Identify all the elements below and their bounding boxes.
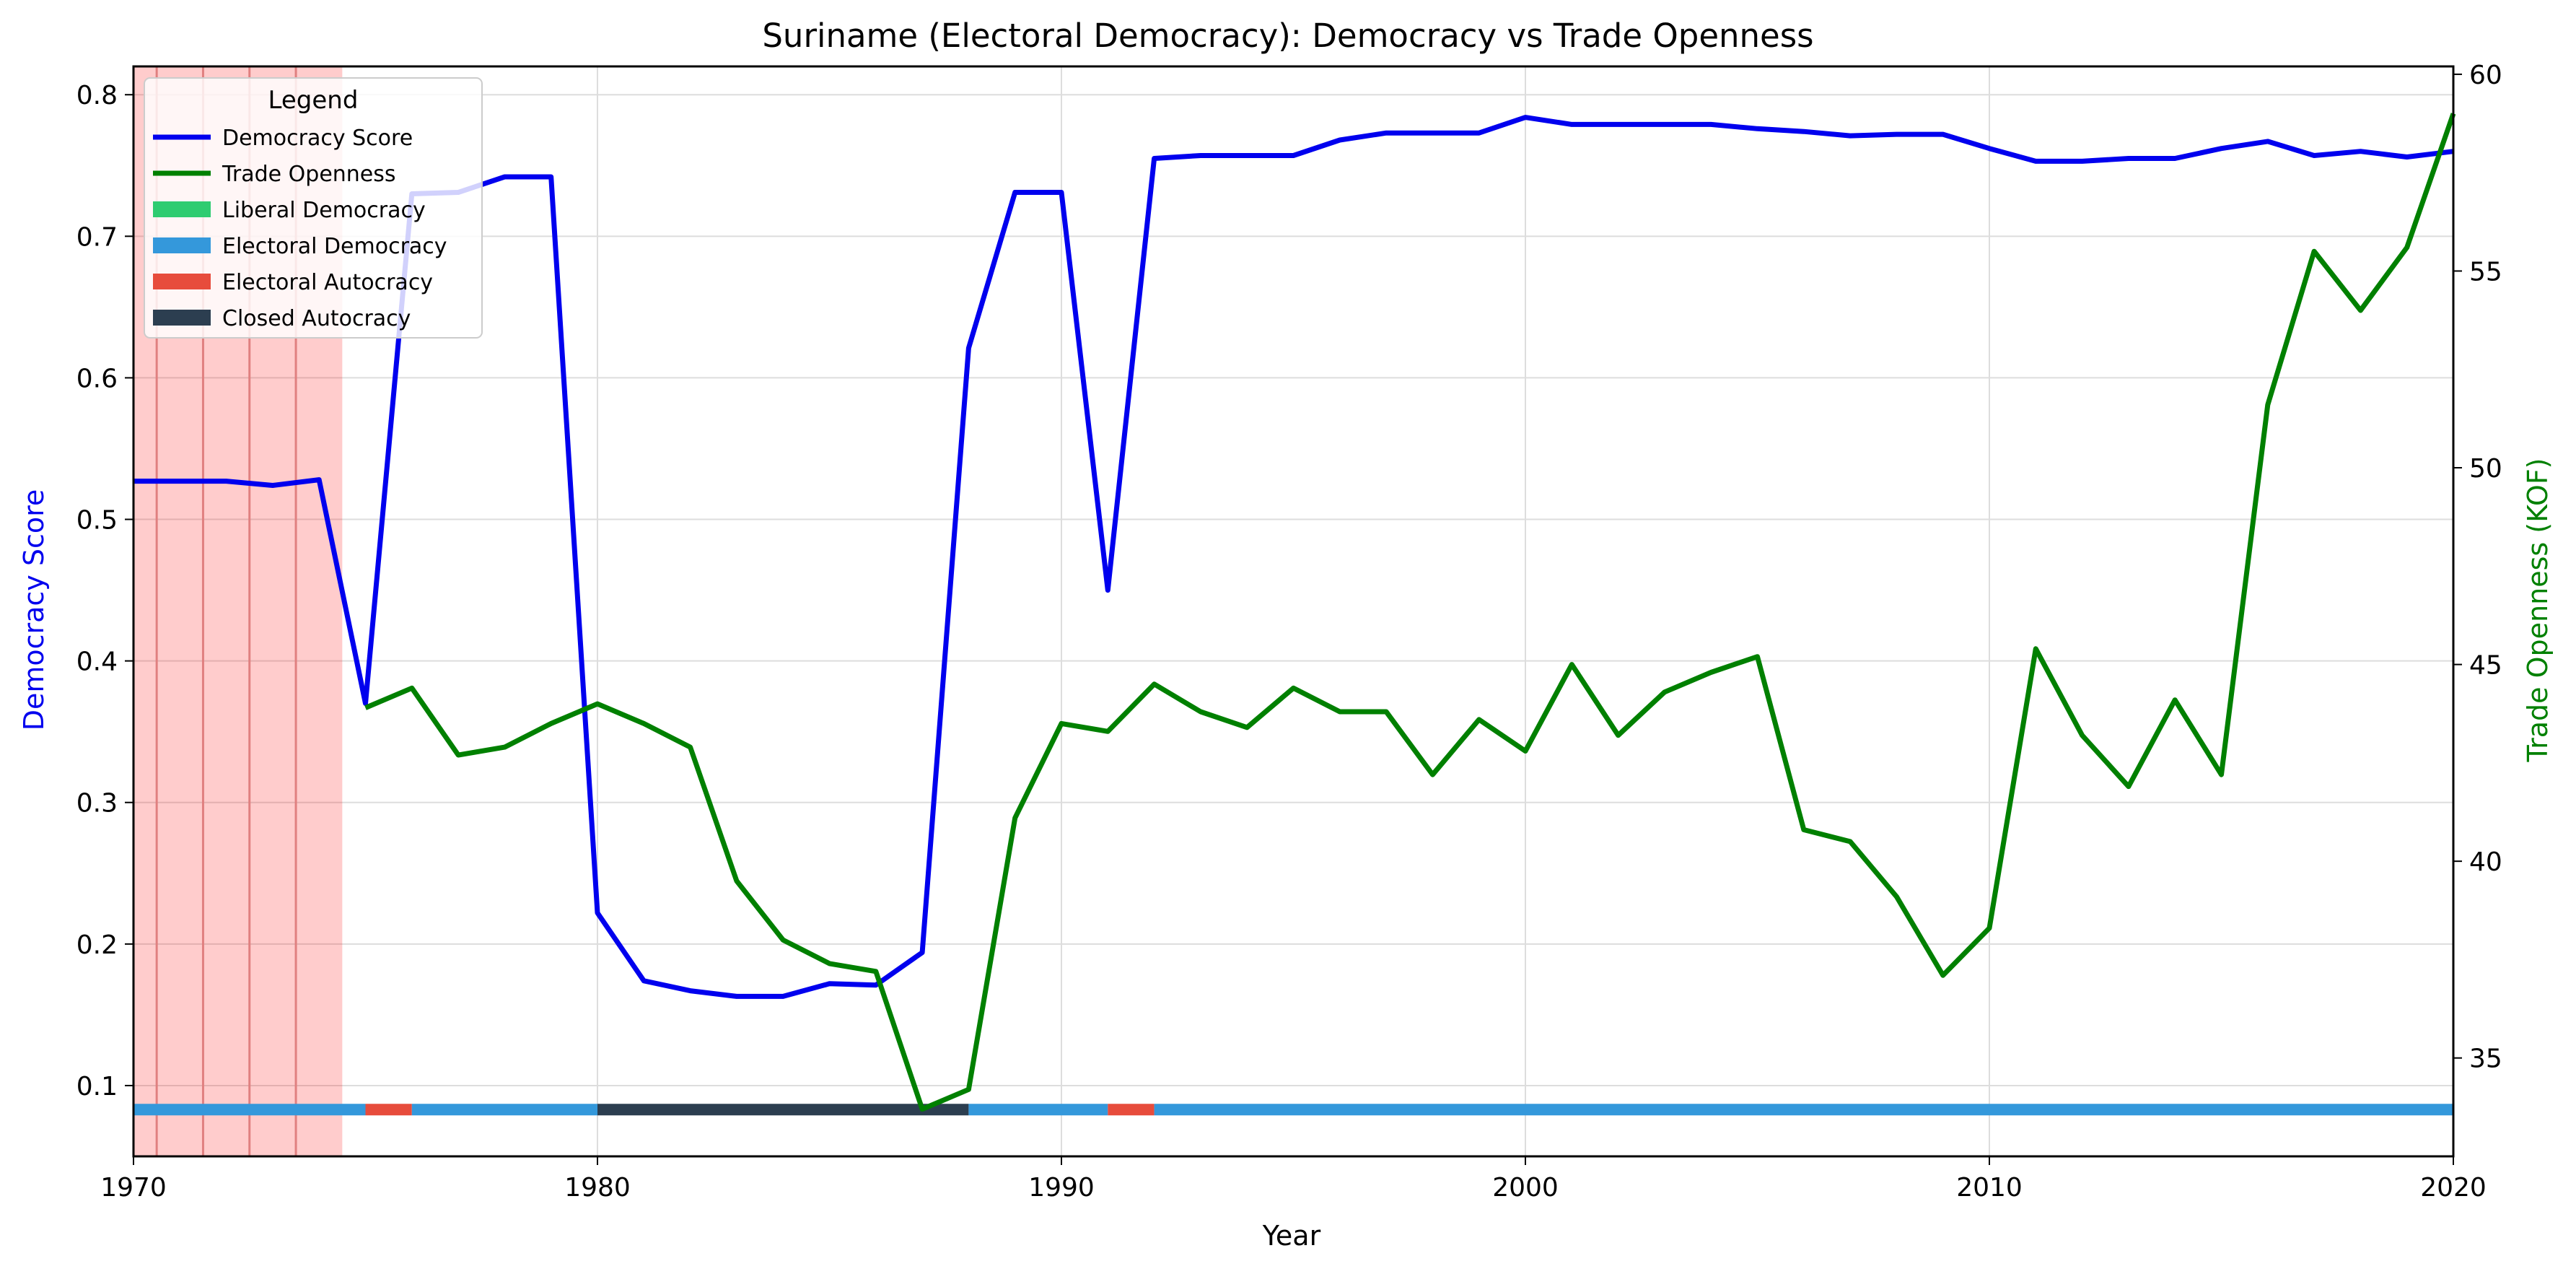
legend-swatch (153, 201, 211, 217)
x-tick-label: 1980 (564, 1173, 631, 1203)
chart-title: Suriname (Electoral Democracy): Democrac… (762, 17, 1813, 55)
legend-swatch (153, 274, 211, 289)
y-left-tick-label: 0.8 (76, 81, 118, 110)
y-axis-right-label: Trade Openness (KOF) (2522, 458, 2554, 762)
y-axis-left-label: Democracy Score (18, 489, 50, 731)
y-left-tick-label: 0.2 (76, 930, 118, 960)
legend-label: Electoral Democracy (222, 234, 447, 259)
y-left-tick-label: 0.3 (76, 789, 118, 819)
y-right-tick-label: 35 (2469, 1044, 2502, 1074)
x-tick-label: 2010 (1956, 1173, 2023, 1203)
series-line-democracy-score (133, 115, 2454, 999)
legend-box (144, 77, 483, 339)
y-left-tick-label: 0.7 (76, 222, 118, 252)
x-tick-label: 1990 (1028, 1173, 1095, 1203)
x-axis-label: Year (1262, 1220, 1321, 1252)
y-left-tick-label: 0.6 (76, 364, 118, 393)
y-right-tick-label: 60 (2469, 61, 2502, 90)
y-left-tick-label: 0.1 (76, 1072, 118, 1101)
legend-label: Closed Autocracy (222, 306, 411, 331)
y-right-tick-label: 55 (2469, 257, 2502, 287)
plot-area: 1970 1980 1990 2000 2010 2020 0.1 0.2 0.3 0.4 0.5 0… (76, 61, 2502, 1203)
x-tick-label: 2000 (1492, 1173, 1559, 1203)
legend-swatch (153, 237, 211, 253)
plot-frame (132, 65, 2455, 1158)
legend-label: Trade Openness (222, 162, 396, 187)
x-tick-label: 2020 (2420, 1173, 2487, 1203)
x-tick-label: 1970 (100, 1173, 167, 1203)
y-left-tick-label: 0.5 (76, 506, 118, 536)
legend-title: Legend (268, 86, 359, 115)
y-right-tick-label: 40 (2469, 847, 2502, 877)
legend-label: Democracy Score (222, 126, 413, 151)
y-right-tick-label: 50 (2469, 454, 2502, 484)
series-line-trade-openness (364, 113, 2456, 1112)
legend-label: Liberal Democracy (222, 198, 426, 223)
y-right-tick-label: 45 (2469, 651, 2502, 681)
y-left-tick-label: 0.4 (76, 647, 118, 677)
legend-label: Electoral Autocracy (222, 270, 433, 295)
legend-swatch (153, 310, 211, 326)
